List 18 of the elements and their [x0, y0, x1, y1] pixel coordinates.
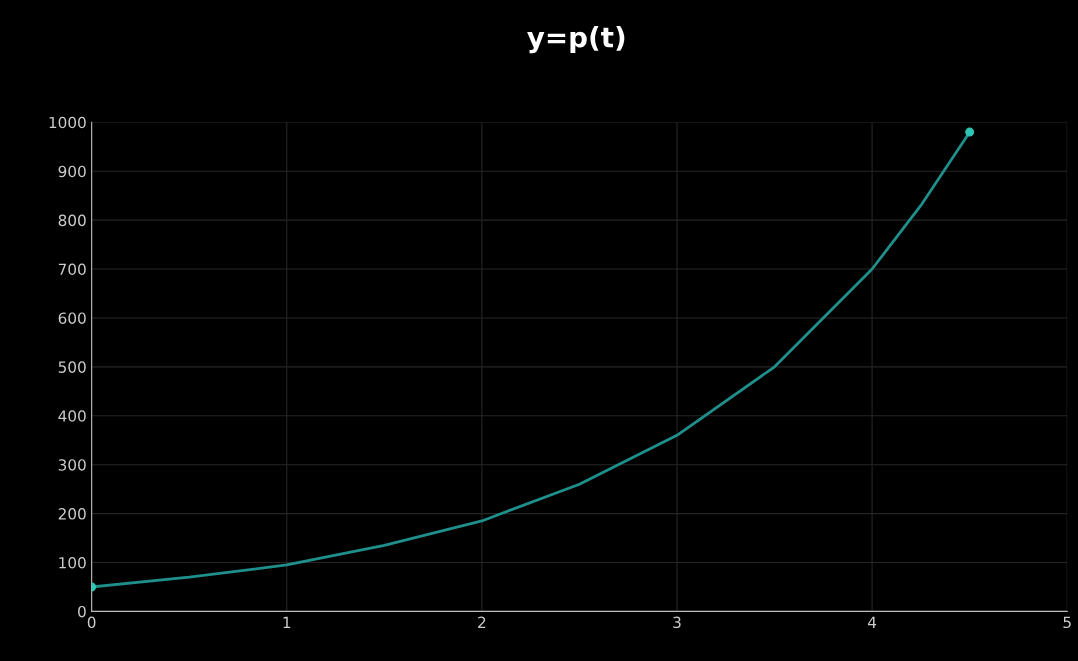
- x-tick-label: 4: [867, 616, 877, 628]
- y-tick-label: 500: [58, 361, 86, 373]
- x-tick-label: 3: [673, 616, 681, 629]
- y-tick-label: 200: [58, 508, 86, 520]
- chart-title: y=p(t): [527, 26, 625, 54]
- x-tick-label: 1: [283, 616, 291, 628]
- y-tick-label: 700: [58, 263, 86, 276]
- y-tick-label: 400: [58, 410, 86, 422]
- x-tick-label: 5: [1063, 616, 1071, 629]
- x-tick-label: 2: [478, 616, 486, 628]
- y-tick-label: 100: [59, 556, 86, 569]
- y-tick-label: 900: [58, 165, 86, 178]
- y-tick-label: 800: [58, 214, 86, 227]
- y-tick-label: 300: [58, 459, 86, 471]
- y-tick-label: 0: [78, 605, 86, 618]
- y-tick-label: 1000: [49, 116, 86, 129]
- y-tick-label: 600: [58, 312, 86, 324]
- x-tick-label: 0: [87, 616, 96, 629]
